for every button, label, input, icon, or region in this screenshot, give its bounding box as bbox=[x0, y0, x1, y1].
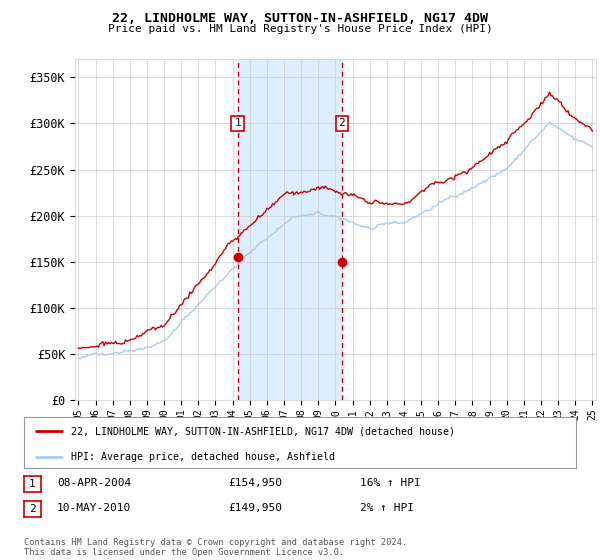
Text: 2: 2 bbox=[338, 118, 345, 128]
Text: 22, LINDHOLME WAY, SUTTON-IN-ASHFIELD, NG17 4DW: 22, LINDHOLME WAY, SUTTON-IN-ASHFIELD, N… bbox=[112, 12, 488, 25]
Bar bbox=[238, 59, 342, 400]
Text: £154,950: £154,950 bbox=[228, 478, 282, 488]
Text: Price paid vs. HM Land Registry's House Price Index (HPI): Price paid vs. HM Land Registry's House … bbox=[107, 24, 493, 34]
Text: 1: 1 bbox=[29, 479, 36, 489]
Text: 16% ↑ HPI: 16% ↑ HPI bbox=[360, 478, 421, 488]
Text: 1: 1 bbox=[234, 118, 241, 128]
Text: Contains HM Land Registry data © Crown copyright and database right 2024.
This d: Contains HM Land Registry data © Crown c… bbox=[24, 538, 407, 557]
Text: 08-APR-2004: 08-APR-2004 bbox=[57, 478, 131, 488]
Text: HPI: Average price, detached house, Ashfield: HPI: Average price, detached house, Ashf… bbox=[71, 451, 335, 461]
Text: 2% ↑ HPI: 2% ↑ HPI bbox=[360, 503, 414, 513]
Text: 2: 2 bbox=[29, 504, 36, 514]
Text: 22, LINDHOLME WAY, SUTTON-IN-ASHFIELD, NG17 4DW (detached house): 22, LINDHOLME WAY, SUTTON-IN-ASHFIELD, N… bbox=[71, 426, 455, 436]
Text: £149,950: £149,950 bbox=[228, 503, 282, 513]
Text: 10-MAY-2010: 10-MAY-2010 bbox=[57, 503, 131, 513]
